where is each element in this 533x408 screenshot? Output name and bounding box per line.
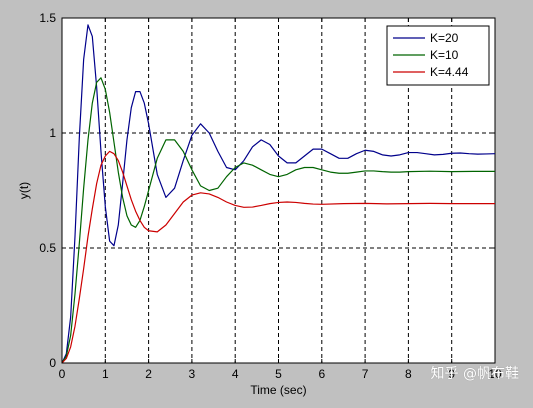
x-tick-label: 4 [232, 367, 239, 381]
legend-label: K=20 [430, 31, 459, 45]
series-line-k-20 [61, 24, 496, 364]
series-line-k-4-44 [61, 150, 495, 364]
x-tick-label: 10 [488, 367, 502, 381]
x-tick-label: 5 [275, 367, 282, 381]
watermark-text: 知乎 @帆布鞋 [430, 366, 519, 382]
x-tick-label: 1 [102, 367, 109, 381]
y-tick-label: 1.5 [39, 11, 56, 25]
legend-label: K=10 [430, 48, 459, 62]
series-line-k-10 [61, 77, 495, 364]
x-tick-label: 9 [448, 367, 455, 381]
y-tick-label: 0 [49, 356, 56, 370]
y-tick-label: 0.5 [39, 241, 56, 255]
x-tick-label: 3 [189, 367, 196, 381]
axes: 0 1 2 3 4 5 6 7 8 9 10 0 0.5 1 1.5 [39, 11, 502, 381]
x-tick-label: 8 [405, 367, 412, 381]
y-axis-label: y(t) [17, 182, 31, 199]
x-tick-label: 2 [145, 367, 152, 381]
x-tick-label: 0 [59, 367, 66, 381]
x-tick-label: 7 [362, 367, 369, 381]
legend: K=20 K=10 K=4.44 [386, 25, 490, 86]
x-axis-label: Time (sec) [250, 383, 306, 397]
y-tick-label: 1 [49, 126, 56, 140]
series-layer [61, 24, 496, 364]
x-tick-label: 6 [318, 367, 325, 381]
legend-label: K=4.44 [430, 65, 469, 79]
